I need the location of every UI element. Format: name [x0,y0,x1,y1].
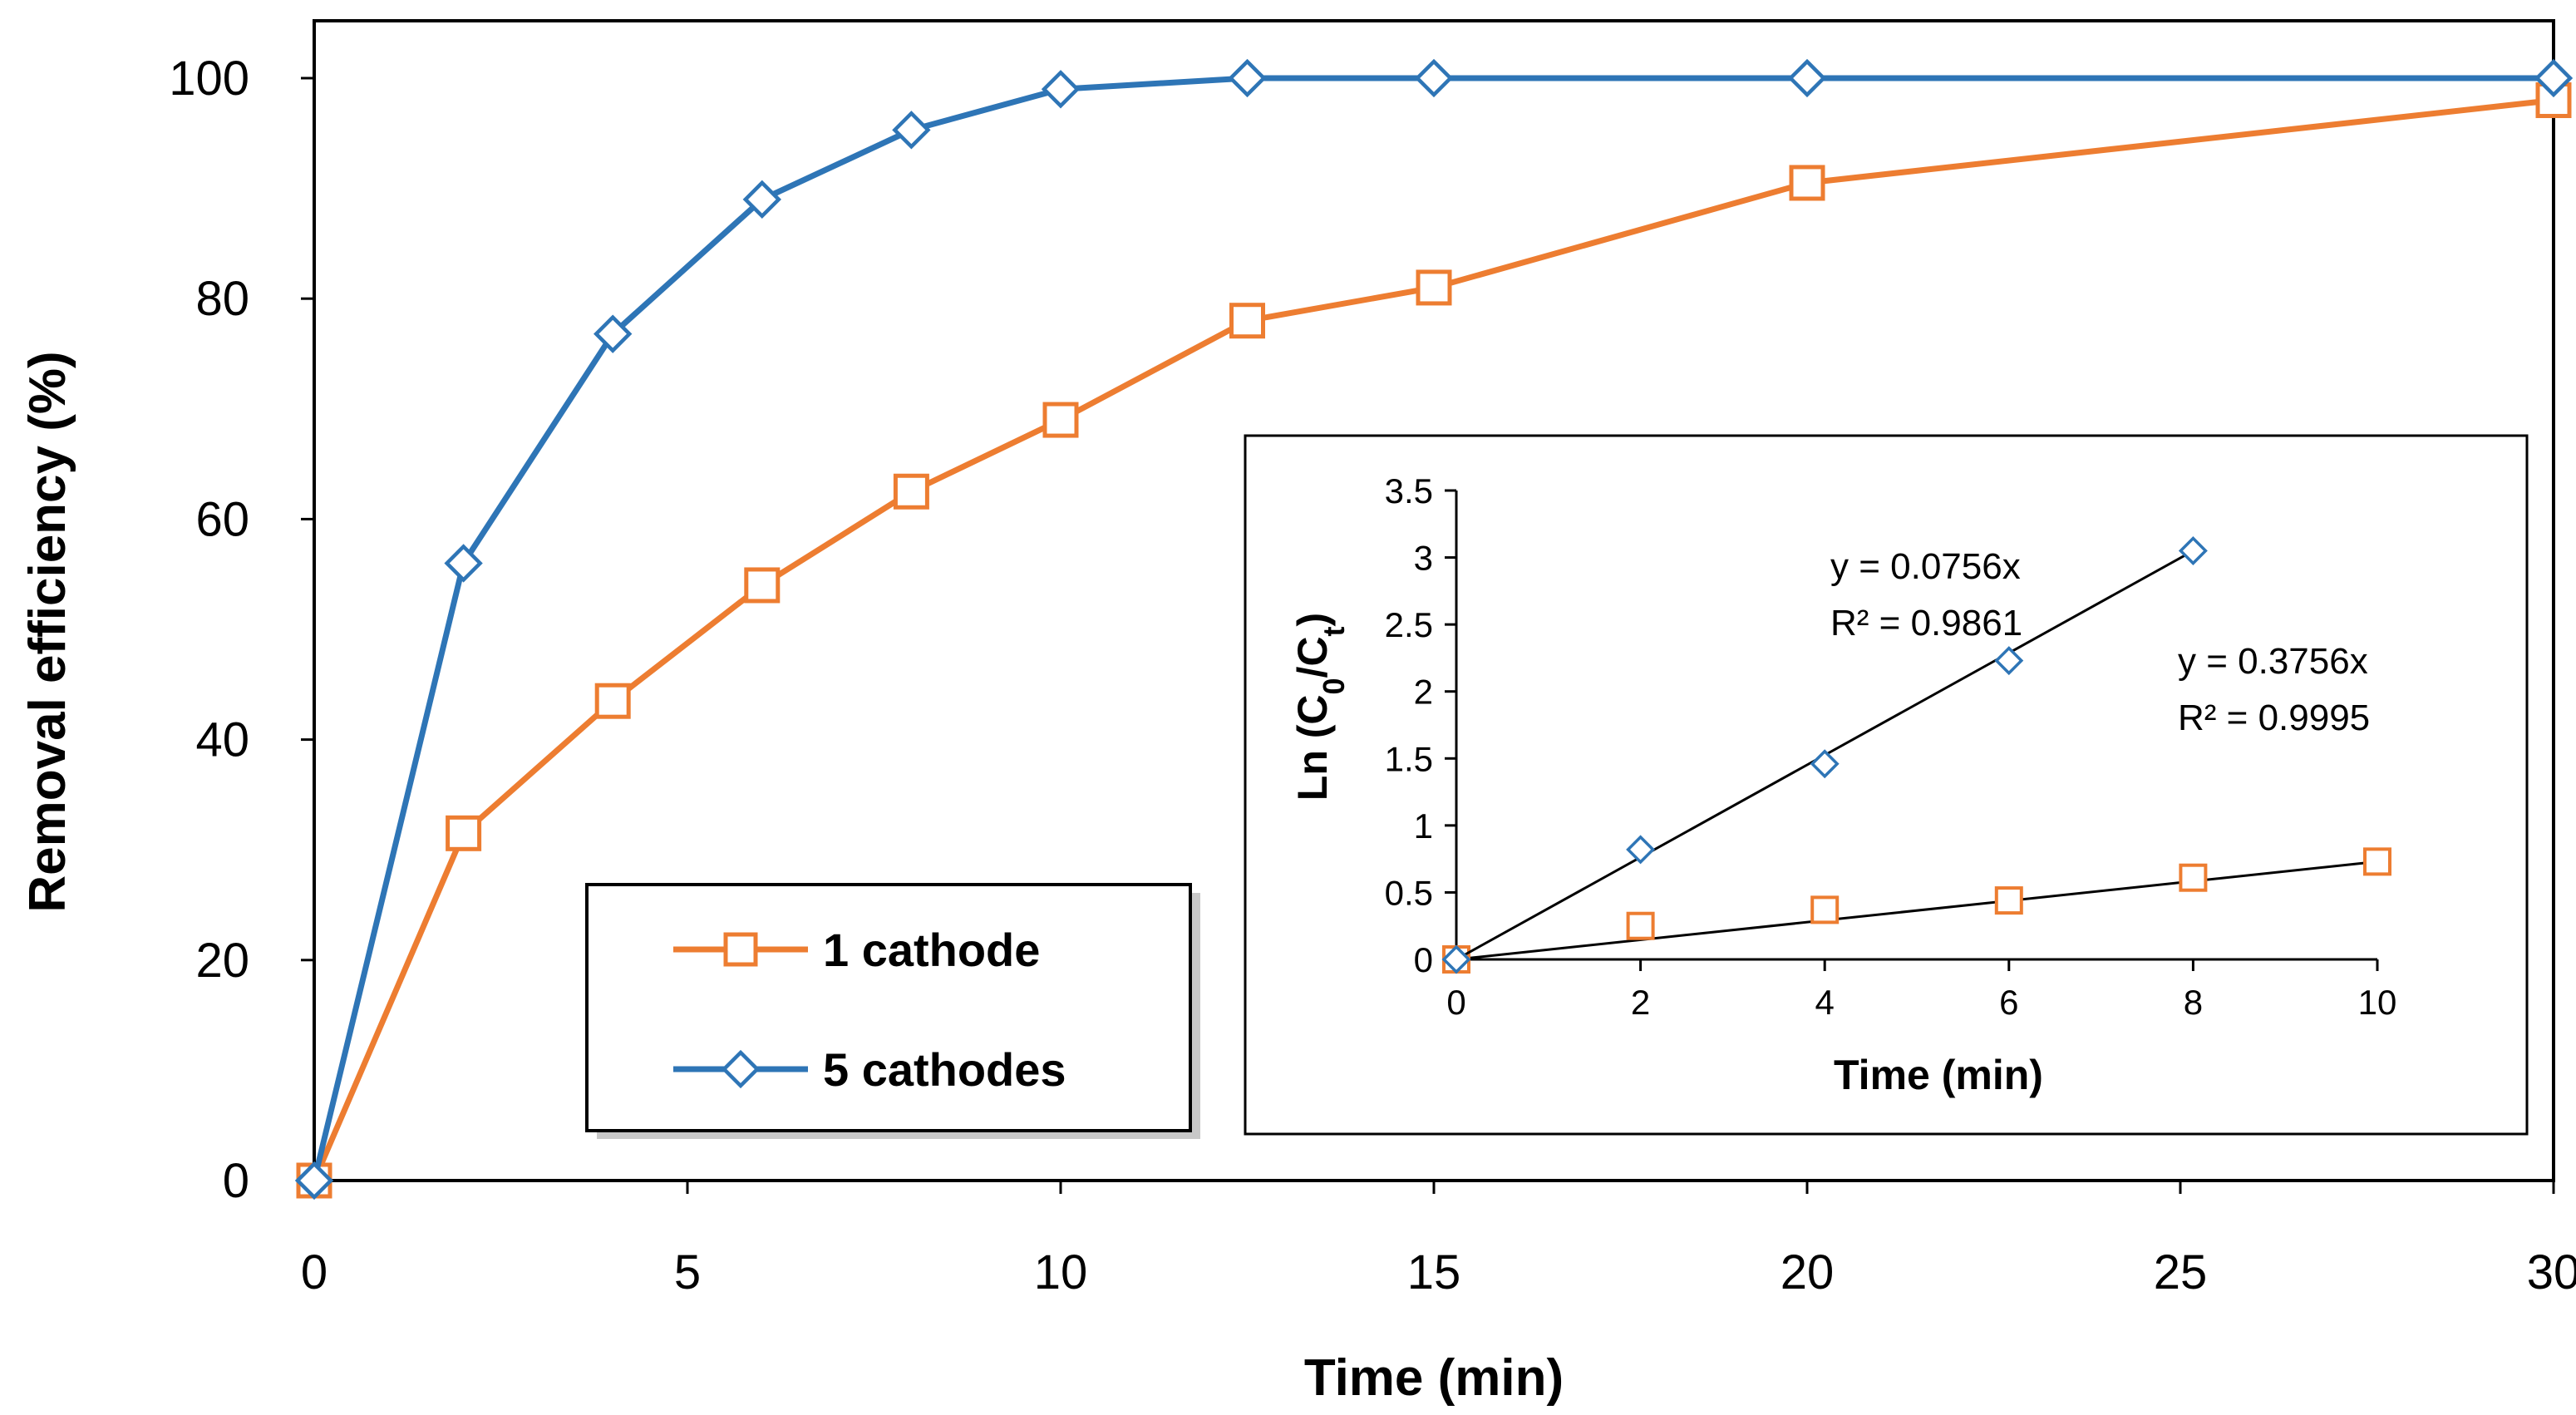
data-point-1-cathode [1789,165,1825,201]
inset-y-tick-label: 1.5 [1385,739,1433,778]
inset-x-tick-label: 8 [2184,983,2203,1022]
annotation-r2-1: R² = 0.9861 [1830,603,2022,643]
data-point-5-cathodes [742,180,781,219]
inset-point-diamond [1810,749,1840,779]
main-y-tick-label: 100 [169,52,249,106]
legend-box [585,883,1192,1132]
inset-y-axis-title: Ln (C0/Ct) [1289,613,1351,801]
inset-point-diamond [1994,646,2024,676]
inset-point-diamond [2178,536,2208,565]
inset-point-diamond [1441,944,1471,974]
main-x-axis-title: Time (min) [1304,1349,1564,1407]
annotation-eq2: y = 0.3756x [2178,641,2368,682]
inset-axes: 0 0.5 1 1.5 2 2.5 3 3.5 0 2 4 6 8 10 [1385,471,2397,1022]
inset-y-title-end: ) [1289,613,1336,627]
series-line-5-cathodes [311,75,2554,1181]
main-y-tick-label: 60 [195,492,249,546]
data-point-5-cathodes [892,111,931,150]
inset-point-square [2363,847,2391,876]
legend-label-5-cathodes: 5 cathodes [823,1043,1066,1096]
legend-label-1-cathode: 1 cathode [823,924,1040,976]
inset-y-tick-label: 0 [1414,940,1433,979]
inset-y-title-subt: t [1317,626,1351,636]
series-line-1-cathode [311,97,2554,1182]
annotation-eq1: y = 0.0756x [1830,546,2021,587]
legend-item-5-cathodes: 5 cathodes [673,1043,1066,1096]
data-point-5-cathodes [2534,58,2574,98]
inset-y-tick-label: 1 [1414,806,1433,846]
annotation-r2-2: R² = 0.9995 [2178,698,2370,738]
main-x-tick-label: 15 [1407,1245,1461,1299]
data-point-5-cathodes [594,314,633,353]
inset-point-square [1626,911,1655,940]
main-x-tick-label: 20 [1781,1245,1835,1299]
legend-marker-1-cathode [723,932,758,967]
inset-x-tick-label: 0 [1446,983,1465,1022]
inset-x-tick-label: 10 [2358,983,2397,1022]
main-x-tick-label: 0 [301,1245,328,1299]
inset-y-title-main: Ln (C [1289,694,1336,801]
inset-x-axis-title: Time (min) [1834,1052,2043,1098]
main-x-tick-label: 10 [1034,1245,1088,1299]
main-y-tick-label: 0 [223,1154,249,1208]
data-point-5-cathodes [1787,58,1827,98]
legend-marker-5-cathodes [721,1049,761,1089]
main-y-tick-label: 40 [195,713,249,767]
data-point-1-cathode [1416,269,1452,306]
legend: 1 cathode 5 cathodes [585,883,1200,1139]
data-point-5-cathodes [294,1161,334,1201]
main-x-tick-label: 30 [2527,1245,2576,1299]
inset-point-square [1810,895,1840,924]
main-y-tick-label: 80 [195,272,249,326]
inset-y-title-sub0: 0 [1317,678,1351,694]
inset-point-square [1994,886,2023,915]
data-point-5-cathodes [1041,70,1081,109]
legend-item-1-cathode: 1 cathode [673,924,1040,976]
data-point-1-cathode [1042,402,1079,438]
main-y-axis-title: Removal efficiency (%) [19,351,76,912]
data-point-5-cathodes [1228,58,1267,98]
inset-x-tick-label: 6 [1999,983,2018,1022]
inset-y-title-mid: /C [1289,636,1336,678]
data-point-1-cathode [744,567,781,604]
inset-y-tick-label: 0.5 [1385,873,1433,912]
main-x-tick-label: 25 [2154,1245,2208,1299]
data-point-1-cathode [594,683,631,719]
inset-point-square [2179,863,2208,892]
data-point-5-cathodes [1414,58,1454,98]
inset-y-tick-label: 3.5 [1385,471,1433,510]
inset-plot-border [1244,434,2529,1136]
inset-y-tick-label: 2 [1414,673,1433,712]
inset-plot: 0 0.5 1 1.5 2 2.5 3 3.5 0 2 4 6 8 10 Time (min) Ln (C… [1244,434,2529,1136]
data-point-5-cathodes [444,544,483,583]
data-point-1-cathode [893,473,929,510]
inset-y-tick-label: 3 [1414,539,1433,578]
inset-y-tick-label: 2.5 [1385,605,1433,644]
inset-series [1441,536,2391,974]
main-y-tick-label: 20 [195,934,249,988]
data-point-1-cathode [1229,303,1265,339]
inset-point-diamond [1626,835,1656,865]
inset-x-tick-label: 4 [1815,983,1835,1022]
data-point-1-cathode [446,815,482,851]
main-series [294,58,2574,1201]
inset-trendline-1 [1455,860,2378,961]
inset-x-tick-label: 2 [1631,983,1650,1022]
main-x-tick-label: 5 [674,1245,701,1299]
